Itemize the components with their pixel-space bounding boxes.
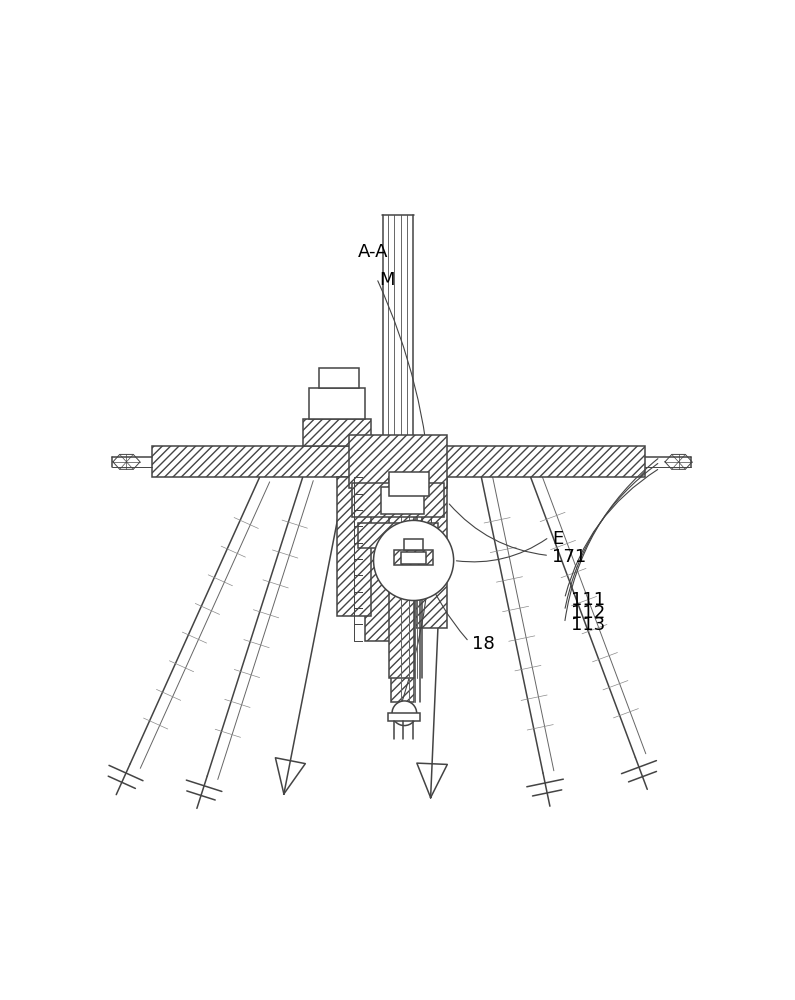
Text: 18: 18 [472, 635, 494, 653]
Bar [358, 523, 438, 548]
Text: M: M [380, 271, 395, 289]
Bar [319, 368, 359, 388]
Bar [391, 600, 414, 702]
Bar [381, 487, 424, 514]
Bar [337, 477, 371, 616]
Text: 113: 113 [571, 616, 605, 634]
Text: A-A: A-A [358, 243, 389, 261]
Bar [349, 435, 448, 488]
Text: E: E [553, 530, 564, 548]
Text: 112: 112 [571, 604, 605, 622]
Bar [416, 477, 447, 628]
Bar [389, 472, 429, 496]
Bar [304, 419, 371, 446]
Text: 111: 111 [571, 591, 605, 609]
Bar [388, 713, 421, 721]
Bar [352, 483, 444, 517]
Bar [405, 539, 423, 550]
Bar [309, 388, 365, 419]
Bar [365, 477, 402, 641]
Bar [152, 446, 645, 477]
Bar [401, 552, 426, 564]
Bar [389, 477, 413, 678]
Bar [394, 550, 433, 565]
Circle shape [392, 701, 417, 726]
Text: 171: 171 [553, 548, 587, 566]
Circle shape [374, 520, 454, 600]
